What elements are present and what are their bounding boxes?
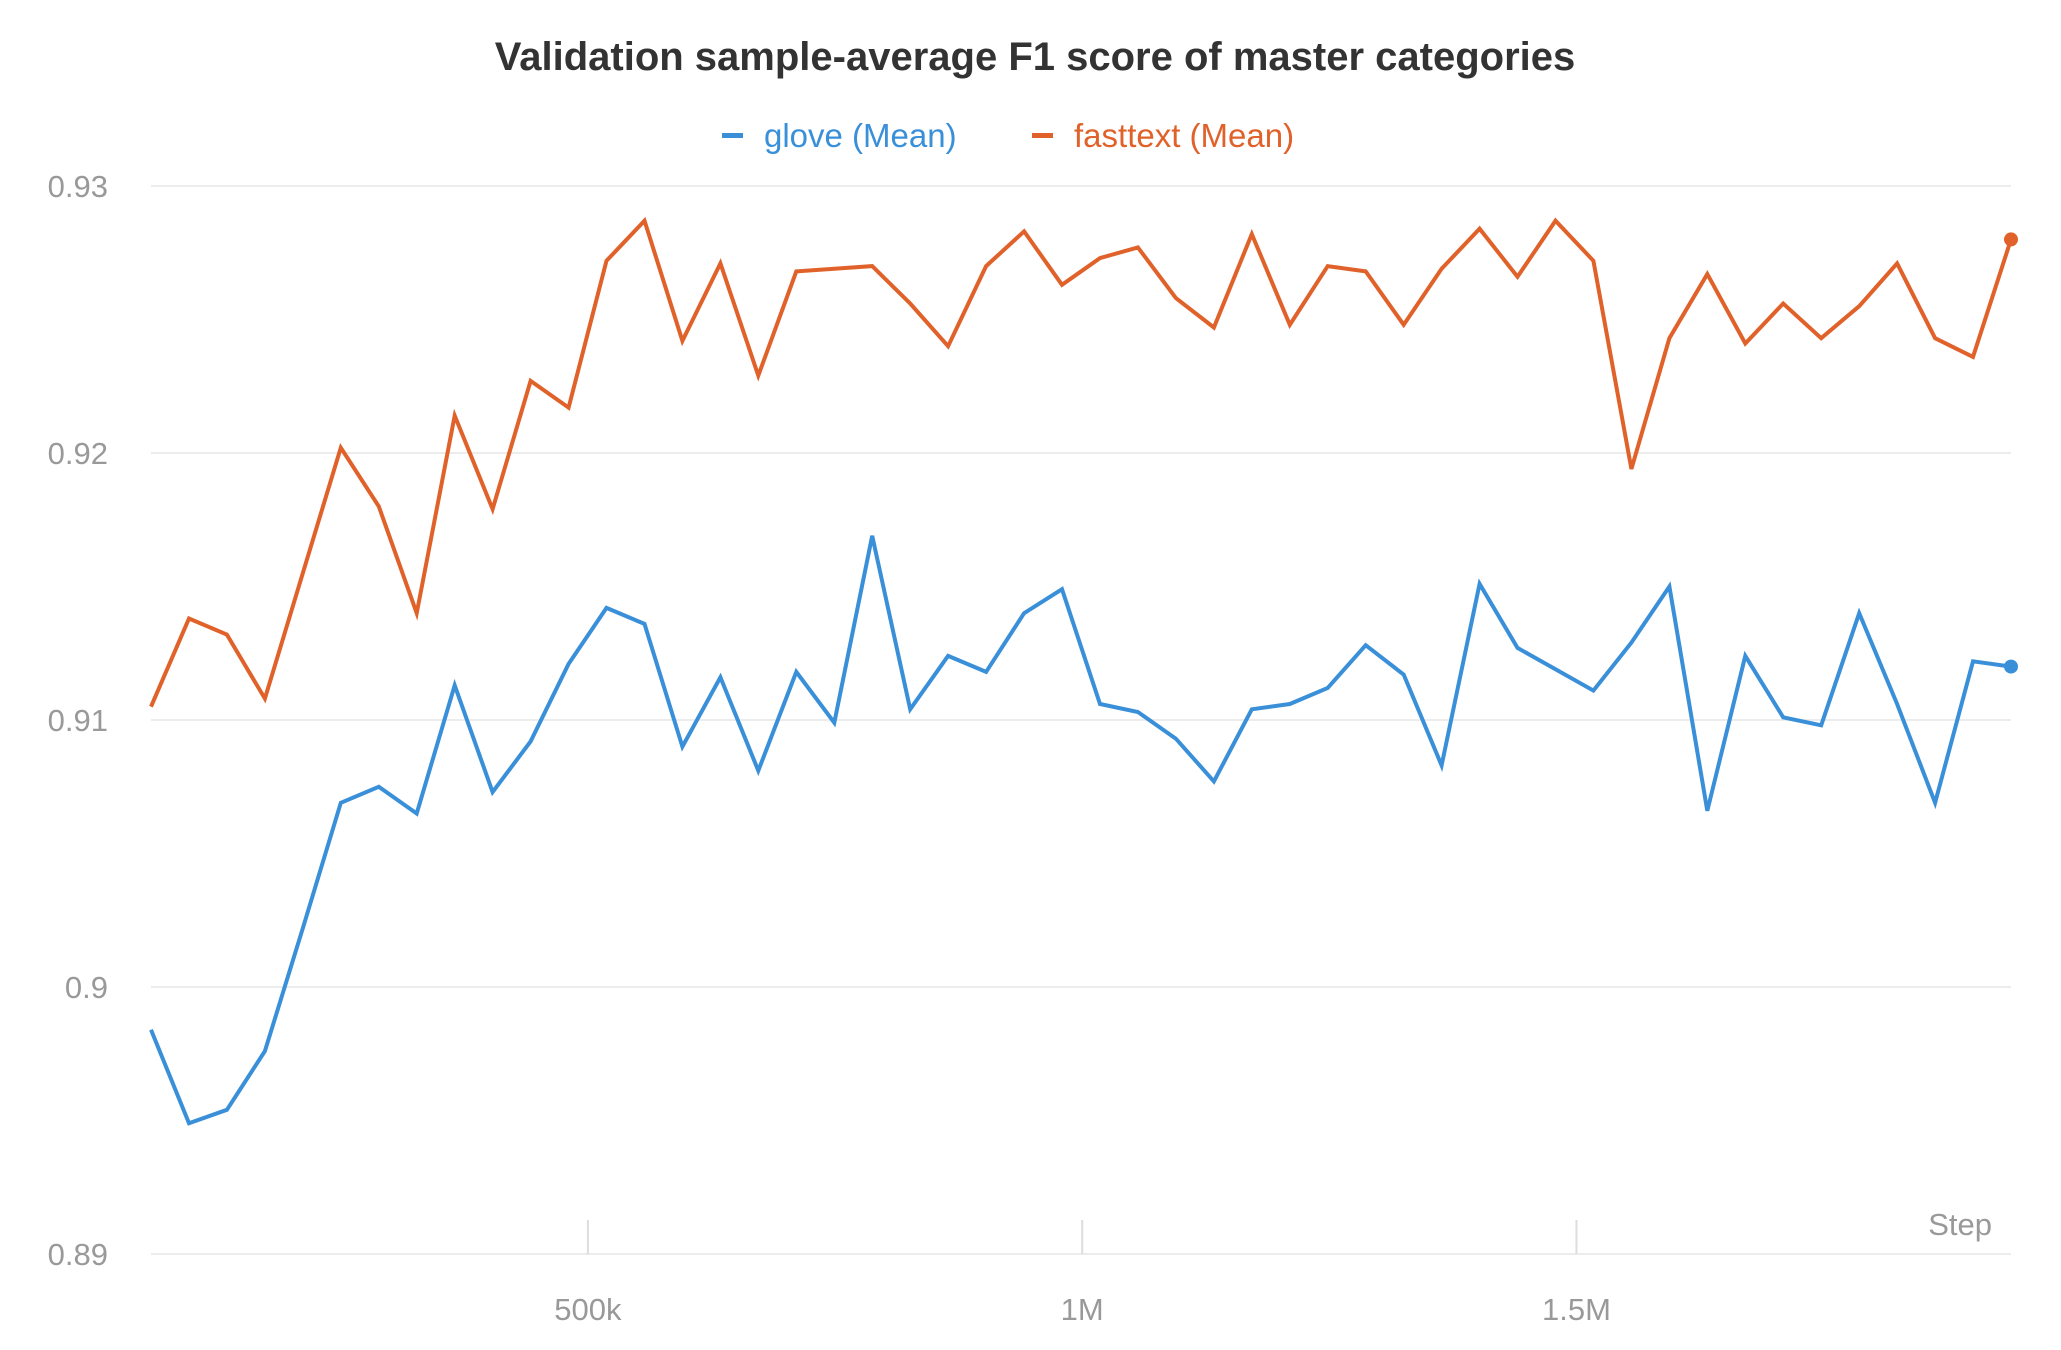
y-axis: 0.89 0.9 0.91 0.92 0.93 [48,169,108,1272]
series-end-marker-0 [2004,659,2018,674]
legend-swatch-0 [722,133,743,138]
x-tick-label: 1.5M [1542,1292,1611,1327]
chart-title: Validation sample-average F1 score of ma… [495,35,1575,79]
y-tick-label: 0.89 [48,1237,108,1272]
grid [151,185,2011,1255]
y-tick-label: 0.91 [48,703,108,738]
y-tick-label: 0.9 [65,970,108,1005]
x-axis-label: Step [1928,1207,1992,1242]
x-tick-label: 500k [554,1292,622,1327]
legend-label-1: fasttext (Mean) [1074,117,1294,154]
legend: glove (Mean) fasttext (Mean) [722,117,1294,154]
legend-swatch-1 [1032,133,1053,138]
y-tick-label: 0.92 [48,436,108,471]
y-tick-label: 0.93 [48,169,108,204]
x-tick-label: 1M [1061,1292,1104,1327]
series-line-1 [149,216,2013,708]
plot-area [149,216,2018,1126]
legend-label-0: glove (Mean) [764,117,957,154]
series-line-0 [149,535,2012,1126]
x-axis: 500k 1M 1.5M [554,1220,1611,1327]
series-end-marker-1 [2004,232,2018,247]
